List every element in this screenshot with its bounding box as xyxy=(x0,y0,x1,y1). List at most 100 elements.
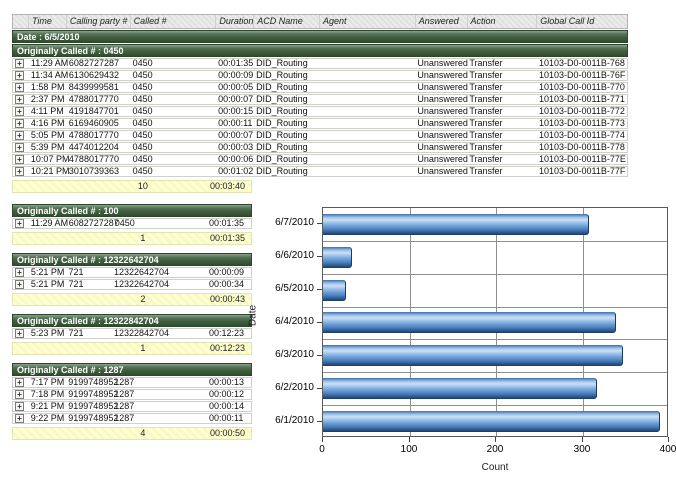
cell-action: Transfer xyxy=(469,82,503,92)
x-axis-tick xyxy=(322,437,323,442)
cell-called: 0450 xyxy=(132,130,153,140)
cell-calling: 4788017770 xyxy=(68,154,119,164)
expand-row-icon[interactable]: + xyxy=(15,329,24,338)
cell-calling: 6130629432 xyxy=(68,70,119,80)
cell-calling: 4788017770 xyxy=(68,130,119,140)
y-axis-tick xyxy=(317,421,322,422)
x-tick-label: 400 xyxy=(659,444,676,455)
column-header-duration[interactable]: Duration xyxy=(216,15,255,28)
cell-global: 10103-D0-0011B-76F xyxy=(539,70,626,80)
cell-agent xyxy=(320,119,416,128)
expand-row-icon[interactable]: + xyxy=(15,107,24,116)
cell-time: 11:29 AM xyxy=(30,58,69,68)
lower-group-sections: Originally Called # : 100 +11:29 AM 608272… xyxy=(12,203,252,448)
table-row: +7:18 PM 9199748952 1287 00:00:12 xyxy=(12,389,252,400)
cell-acd: DID_Routing xyxy=(256,82,308,92)
expand-row-icon[interactable]: + xyxy=(15,71,24,80)
column-header-called[interactable]: Called # xyxy=(131,15,217,28)
expand-row-icon[interactable]: + xyxy=(15,95,24,104)
column-header-answered[interactable]: Answered xyxy=(416,15,468,28)
expand-row-icon[interactable]: + xyxy=(15,131,24,140)
column-header-expand[interactable] xyxy=(13,15,29,28)
x-tick-label: 300 xyxy=(573,444,591,455)
expand-cell: + xyxy=(13,268,29,277)
x-tick-label: 200 xyxy=(486,444,504,455)
y-axis-tick xyxy=(317,256,322,257)
cell-acd: DID_Routing xyxy=(256,58,308,68)
cell-calling: 9199748952 xyxy=(68,389,119,399)
bar-6/1/2010 xyxy=(323,411,660,432)
expand-row-icon[interactable]: + xyxy=(15,155,24,164)
cell-called: 0450 xyxy=(114,218,135,228)
x-axis-tick xyxy=(668,437,669,442)
expand-row-icon[interactable]: + xyxy=(15,167,24,176)
cell-global: 10103-D0-0011B-773 xyxy=(539,118,625,128)
expand-row-icon[interactable]: + xyxy=(15,414,24,423)
y-category-label: 6/4/2010 xyxy=(275,316,314,327)
column-header-agent[interactable]: Agent xyxy=(320,15,416,28)
expand-row-icon[interactable]: + xyxy=(15,268,24,277)
cell-answered: Unanswered xyxy=(417,142,468,152)
y-category-label: 6/5/2010 xyxy=(275,283,314,294)
cell-acd: DID_Routing xyxy=(256,166,308,176)
cell-time: 11:34 AM xyxy=(30,70,69,80)
expand-row-icon[interactable]: + xyxy=(15,390,24,399)
cell-answered: Unanswered xyxy=(417,154,468,164)
summary-call-count: 10 xyxy=(137,181,148,191)
cell-action: Transfer xyxy=(469,70,503,80)
bar-6/2/2010 xyxy=(323,378,597,399)
cell-calling: 6169460905 xyxy=(68,118,119,128)
expand-row-icon[interactable]: + xyxy=(15,378,24,387)
table-row: +7:17 PM 9199748952 1287 00:00:13 xyxy=(12,377,252,388)
cell-time: 2:37 PM xyxy=(30,94,65,104)
cell-time: 7:17 PM xyxy=(30,377,65,387)
cell-calling: 9199748952 xyxy=(68,401,119,411)
cell-answered: Unanswered xyxy=(417,70,468,80)
table-row: +9:21 PM 9199748952 1287 00:00:14 xyxy=(12,401,252,412)
cell-called: 1287 xyxy=(114,401,135,411)
expand-cell: + xyxy=(13,280,29,289)
expand-row-icon[interactable]: + xyxy=(15,143,24,152)
cell-global: 10103-D0-0011B-77E xyxy=(539,154,626,164)
cell-called: 1287 xyxy=(114,389,135,399)
column-header-time[interactable]: Time xyxy=(29,15,67,28)
group-summary-row: 4 00:00:50 xyxy=(12,427,252,440)
column-header-calling[interactable]: Calling party # xyxy=(67,15,131,28)
expand-row-icon[interactable]: + xyxy=(15,219,24,228)
expand-cell: + xyxy=(13,143,29,152)
expand-cell: + xyxy=(13,390,29,399)
cell-calling: 4191847701 xyxy=(68,106,119,116)
summary-total-duration: 00:00:50 xyxy=(209,428,245,438)
group-block: Originally Called # : 100 +11:29 AM 608272… xyxy=(12,204,252,245)
cell-acd: DID_Routing xyxy=(256,154,308,164)
expand-row-icon[interactable]: + xyxy=(15,59,24,68)
y-category-label: 6/3/2010 xyxy=(275,349,314,360)
cell-duration: 00:00:07 xyxy=(218,130,254,140)
expand-cell: + xyxy=(13,414,29,423)
column-header-global[interactable]: Global Call Id xyxy=(540,16,595,26)
cell-time: 5:21 PM xyxy=(30,279,65,289)
cell-calling: 9199748952 xyxy=(68,377,119,387)
expand-cell: + xyxy=(13,59,29,68)
cell-time: 11:29 AM xyxy=(30,218,69,228)
expand-row-icon[interactable]: + xyxy=(15,83,24,92)
table-row: +11:29 AM 6082727287 0450 00:01:35 DID_Routi… xyxy=(12,58,628,69)
cell-acd: DID_Routing xyxy=(256,130,308,140)
group-block: Originally Called # : 12322642704 +5:21 P… xyxy=(12,253,252,306)
column-header-acd[interactable]: ACD Name xyxy=(254,15,320,28)
expand-row-icon[interactable]: + xyxy=(15,402,24,411)
horizontal-gridline xyxy=(323,241,667,242)
expand-cell: + xyxy=(13,119,29,128)
cell-time: 5:05 PM xyxy=(30,130,65,140)
y-category-label: 6/6/2010 xyxy=(275,250,314,261)
cell-duration: 00:00:11 xyxy=(218,118,253,128)
group-block: Originally Called # : 0450 +11:29 AM 60827… xyxy=(12,44,628,193)
expand-row-icon[interactable]: + xyxy=(15,280,24,289)
column-header-action[interactable]: Action xyxy=(468,15,538,28)
cell-action: Transfer xyxy=(469,94,503,104)
expand-row-icon[interactable]: + xyxy=(15,119,24,128)
cell-action: Transfer xyxy=(469,130,503,140)
bar-6/3/2010 xyxy=(323,345,623,366)
horizontal-gridline xyxy=(323,274,667,275)
x-tick-label: 100 xyxy=(400,444,418,455)
